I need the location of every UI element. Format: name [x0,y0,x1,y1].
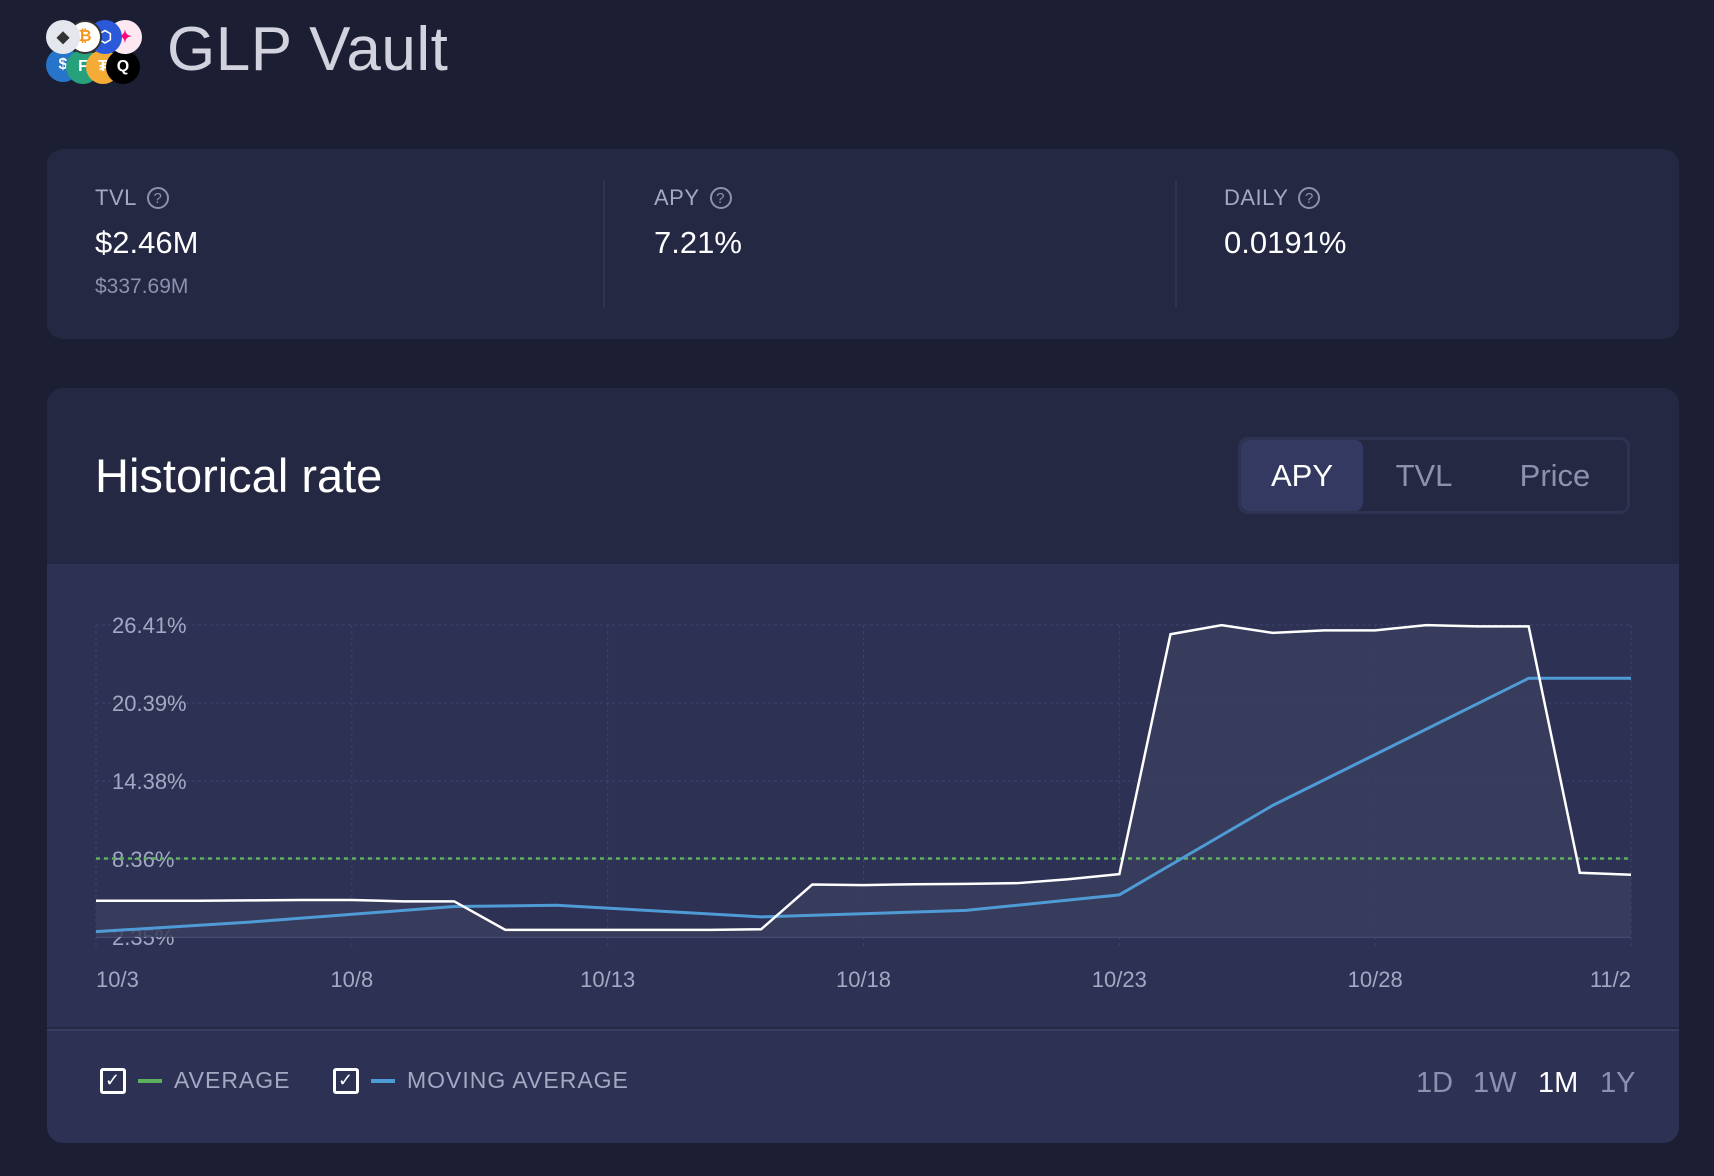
range-1y[interactable]: 1Y [1600,1067,1636,1099]
checkbox-checked-icon[interactable]: ✓ [333,1067,359,1094]
apy-line [96,623,1632,932]
divider [603,180,605,308]
y-tick-label: 14.38% [112,769,187,794]
range-1d[interactable]: 1D [1416,1067,1454,1099]
stat-value: $2.46M [95,225,199,260]
metric-toggle: APY TVL Price [1238,437,1630,514]
y-tick-label: 20.39% [112,691,187,716]
apy-chart: 26.41%20.39%14.38%8.36%2.35%10/3 10/8 10/1… [95,613,1632,992]
stat-label: APY [654,185,700,210]
chart-footer: ✓ AVERAGE ✓ MOVING AVERAGE 1D 1W 1M 1Y [47,1029,1679,1143]
section-title: Historical rate [95,449,383,502]
tab-apy[interactable]: APY [1241,440,1363,511]
divider [1175,180,1177,308]
vault-logo: $ F ₮ Q ✦ ⬡ ₿ ◆ [46,20,146,84]
tab-price[interactable]: Price [1519,457,1591,493]
y-tick-label: 26.41% [112,613,187,638]
range-1m[interactable]: 1M [1538,1067,1579,1099]
range-1w[interactable]: 1W [1473,1067,1517,1099]
legend-label: MOVING AVERAGE [407,1067,629,1093]
stat-value: 7.21% [654,225,742,260]
help-icon[interactable]: ? [709,187,732,209]
stat-label: DAILY [1224,185,1289,210]
historical-rate-card: Historical rate APY TVL Price 26.41% 20.3… [47,388,1679,1143]
help-icon[interactable]: ? [1298,187,1321,209]
legend-label: AVERAGE [174,1067,291,1093]
eth-icon: ◆ [46,20,80,54]
stat-daily: DAILY? 0.0191% [1224,185,1346,261]
legend-swatch [138,1078,162,1083]
x-tick-label: 10/28 [1348,967,1403,992]
stats-card: TVL? $2.46M $337.69M APY? 7.21% DAILY? 0… [47,149,1679,339]
stat-apy: APY? 7.21% [654,185,742,261]
legend-swatch [371,1078,395,1083]
legend-average[interactable]: ✓ AVERAGE [100,1067,291,1094]
chart-area: 26.41% 20.39% 14.38% 8.36% 2.35% 10/3 10/8 10/1… [47,564,1679,1027]
x-tick-label: 10/23 [1092,967,1147,992]
apy-area [96,625,1631,937]
legend-moving-average[interactable]: ✓ MOVING AVERAGE [333,1067,629,1094]
x-tick-label: 10/18 [836,967,891,992]
page-title: GLP Vault [167,15,449,84]
checkbox-checked-icon[interactable]: ✓ [100,1067,126,1094]
usdt-icon: Q [106,50,140,84]
stat-value: 0.0191% [1224,225,1347,260]
tab-tvl[interactable]: TVL [1395,457,1453,493]
help-icon[interactable]: ? [146,187,169,209]
stat-tvl: TVL? $2.46M $337.69M [95,185,198,299]
stat-subvalue: $337.69M [95,275,189,298]
stat-label: TVL [95,185,137,210]
x-tick-label: 11/2 [1590,967,1631,992]
x-tick-label: 10/8 [330,967,373,992]
moving-average-line [95,676,1631,934]
x-tick-label: 10/3 [96,967,139,992]
x-tick-label: 10/13 [580,967,635,992]
